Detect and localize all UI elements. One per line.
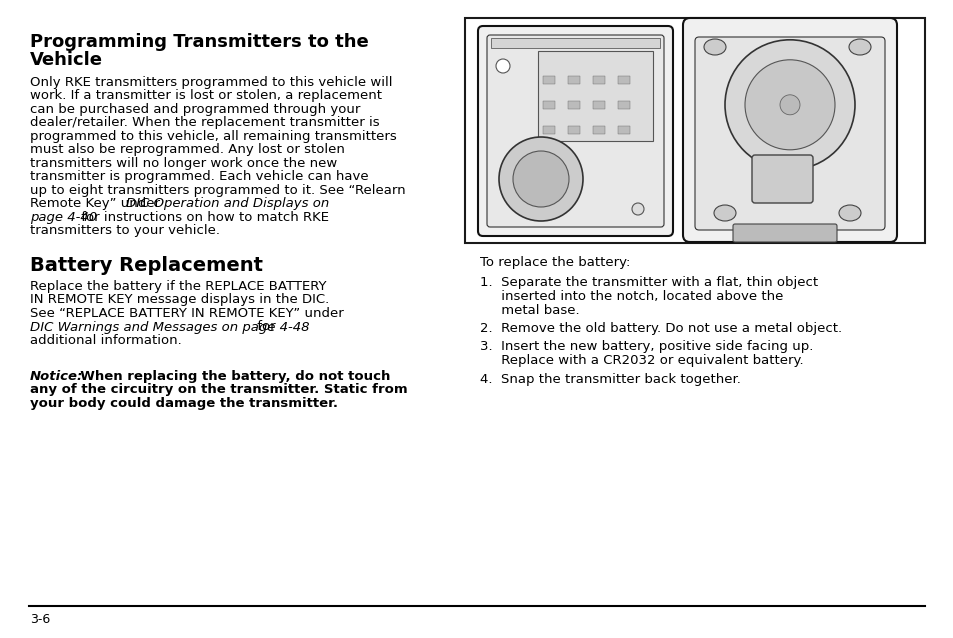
Text: Replace the battery if the REPLACE BATTERY: Replace the battery if the REPLACE BATTE… <box>30 280 326 293</box>
Text: 2.  Remove the old battery. Do not use a metal object.: 2. Remove the old battery. Do not use a … <box>479 322 841 335</box>
Text: additional information.: additional information. <box>30 334 182 347</box>
Bar <box>618 101 629 109</box>
Bar <box>567 101 579 109</box>
Text: See “REPLACE BATTERY IN REMOTE KEY” under: See “REPLACE BATTERY IN REMOTE KEY” unde… <box>30 307 343 320</box>
Text: 1.  Separate the transmitter with a flat, thin object: 1. Separate the transmitter with a flat,… <box>479 276 818 289</box>
Bar <box>464 18 924 243</box>
FancyBboxPatch shape <box>486 35 663 227</box>
Text: can be purchased and programmed through your: can be purchased and programmed through … <box>30 103 360 116</box>
Ellipse shape <box>848 39 870 55</box>
Text: must also be reprogrammed. Any lost or stolen: must also be reprogrammed. Any lost or s… <box>30 144 345 156</box>
Text: any of the circuitry on the transmitter. Static from: any of the circuitry on the transmitter.… <box>30 383 407 396</box>
Bar <box>618 126 629 134</box>
Text: Replace with a CR2032 or equivalent battery.: Replace with a CR2032 or equivalent batt… <box>479 354 802 367</box>
Text: When replacing the battery, do not touch: When replacing the battery, do not touch <box>71 370 390 383</box>
Ellipse shape <box>744 60 834 150</box>
Text: transmitter is programmed. Each vehicle can have: transmitter is programmed. Each vehicle … <box>30 170 368 184</box>
Circle shape <box>498 137 582 221</box>
Circle shape <box>780 95 800 115</box>
Text: 4.  Snap the transmitter back together.: 4. Snap the transmitter back together. <box>479 373 740 385</box>
FancyBboxPatch shape <box>751 155 812 203</box>
Circle shape <box>513 151 568 207</box>
Text: DIC Warnings and Messages on page 4-48: DIC Warnings and Messages on page 4-48 <box>30 320 309 334</box>
Circle shape <box>631 203 643 215</box>
Text: for: for <box>253 320 275 334</box>
Ellipse shape <box>713 205 735 221</box>
Bar <box>491 38 659 48</box>
Text: up to eight transmitters programmed to it. See “Relearn: up to eight transmitters programmed to i… <box>30 184 405 197</box>
Text: Vehicle: Vehicle <box>30 51 103 69</box>
Bar <box>593 76 604 84</box>
FancyBboxPatch shape <box>477 26 672 236</box>
Text: inserted into the notch, located above the: inserted into the notch, located above t… <box>479 290 782 303</box>
Text: transmitters will no longer work once the new: transmitters will no longer work once th… <box>30 157 337 170</box>
Text: Only RKE transmitters programmed to this vehicle will: Only RKE transmitters programmed to this… <box>30 76 392 89</box>
Text: work. If a transmitter is lost or stolen, a replacement: work. If a transmitter is lost or stolen… <box>30 89 381 103</box>
Bar <box>542 126 555 134</box>
Text: Notice:: Notice: <box>30 370 83 383</box>
Text: metal base.: metal base. <box>479 304 579 317</box>
Text: IN REMOTE KEY message displays in the DIC.: IN REMOTE KEY message displays in the DI… <box>30 293 329 306</box>
FancyBboxPatch shape <box>732 224 836 242</box>
Text: for instructions on how to match RKE: for instructions on how to match RKE <box>77 211 329 224</box>
Text: To replace the battery:: To replace the battery: <box>479 256 630 269</box>
Bar <box>593 126 604 134</box>
Text: 3.  Insert the new battery, positive side facing up.: 3. Insert the new battery, positive side… <box>479 341 813 353</box>
Text: 3-6: 3-6 <box>30 613 51 626</box>
Bar <box>593 101 604 109</box>
Text: Battery Replacement: Battery Replacement <box>30 256 263 275</box>
Text: DIC Operation and Displays on: DIC Operation and Displays on <box>126 198 329 211</box>
Bar <box>537 51 652 141</box>
Bar <box>542 101 555 109</box>
Ellipse shape <box>724 40 854 170</box>
Bar <box>567 126 579 134</box>
Bar <box>618 76 629 84</box>
Bar <box>542 76 555 84</box>
Circle shape <box>496 59 510 73</box>
Ellipse shape <box>838 205 861 221</box>
Text: transmitters to your vehicle.: transmitters to your vehicle. <box>30 225 220 237</box>
Text: Programming Transmitters to the: Programming Transmitters to the <box>30 33 369 51</box>
Text: your body could damage the transmitter.: your body could damage the transmitter. <box>30 397 337 410</box>
Ellipse shape <box>703 39 725 55</box>
Bar <box>567 76 579 84</box>
Text: Remote Key” under: Remote Key” under <box>30 198 164 211</box>
Text: dealer/retailer. When the replacement transmitter is: dealer/retailer. When the replacement tr… <box>30 117 379 130</box>
Text: programmed to this vehicle, all remaining transmitters: programmed to this vehicle, all remainin… <box>30 130 396 143</box>
FancyBboxPatch shape <box>682 18 896 242</box>
Text: page 4-40: page 4-40 <box>30 211 97 224</box>
FancyBboxPatch shape <box>695 37 884 230</box>
